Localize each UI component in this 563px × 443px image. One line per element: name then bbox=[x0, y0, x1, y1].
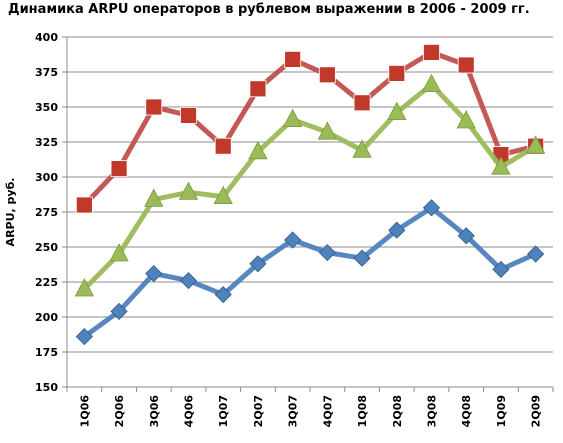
data-point-square bbox=[110, 160, 128, 178]
series-diamond bbox=[75, 199, 545, 346]
x-tick-label: 3Q06 bbox=[148, 395, 161, 428]
data-point-square bbox=[214, 137, 232, 155]
data-point-triangle bbox=[213, 185, 233, 205]
data-point-diamond bbox=[353, 249, 371, 267]
data-point-triangle bbox=[74, 278, 95, 297]
data-point-diamond bbox=[457, 227, 475, 245]
x-tick-label: 1Q06 bbox=[78, 395, 91, 428]
y-tick-label: 325 bbox=[35, 136, 58, 149]
y-tick-label: 225 bbox=[35, 276, 58, 289]
x-tick-label: 1Q07 bbox=[217, 395, 230, 427]
data-point-triangle bbox=[144, 188, 164, 207]
x-tick-label: 4Q08 bbox=[460, 395, 473, 427]
x-tick-label: 4Q07 bbox=[321, 395, 334, 427]
data-point-square bbox=[145, 98, 163, 116]
x-tick-label: 3Q07 bbox=[287, 395, 300, 427]
y-tick-label: 175 bbox=[35, 346, 58, 359]
data-point-triangle bbox=[525, 135, 546, 154]
y-tick-label: 200 bbox=[35, 311, 58, 324]
data-point-triangle bbox=[421, 73, 442, 92]
x-tick-label: 4Q06 bbox=[183, 395, 196, 428]
x-axis-ticks: 1Q06 2Q06 3Q06 4Q06 1Q07 2Q07 3Q07 4Q07 1Q08 2Q08… bbox=[78, 395, 542, 428]
x-tick-label: 2Q07 bbox=[252, 395, 265, 427]
data-point-triangle bbox=[456, 110, 476, 129]
y-tick-label: 300 bbox=[35, 171, 58, 184]
data-point-diamond bbox=[388, 221, 406, 239]
y-tick-label: 250 bbox=[35, 241, 58, 254]
x-tick-label: 3Q08 bbox=[426, 395, 439, 427]
x-tick-label: 2Q08 bbox=[391, 395, 404, 427]
y-tick-label: 150 bbox=[35, 381, 58, 394]
data-point-diamond bbox=[249, 255, 267, 273]
data-point-triangle bbox=[178, 181, 199, 200]
data-point-diamond bbox=[75, 328, 93, 346]
data-point-triangle bbox=[387, 101, 407, 120]
x-tick-label: 1Q08 bbox=[356, 395, 369, 427]
y-axis-label: ARPU, руб. bbox=[4, 178, 17, 247]
series-square bbox=[75, 44, 545, 214]
x-tick-label: 1Q09 bbox=[495, 395, 508, 427]
y-axis-ticks: 150 175 200 225 250 275 300 325 350 375 400 bbox=[35, 31, 58, 394]
y-tick-label: 375 bbox=[35, 66, 58, 79]
data-point-diamond bbox=[284, 231, 302, 249]
y-tick-label: 350 bbox=[35, 101, 58, 114]
y-tick-label: 275 bbox=[35, 206, 58, 219]
y-tick-label: 400 bbox=[35, 31, 58, 44]
data-point-square bbox=[457, 56, 475, 74]
data-point-square bbox=[353, 94, 371, 112]
series-line bbox=[82, 49, 537, 207]
x-tick-label: 2Q06 bbox=[113, 395, 126, 428]
data-point-triangle bbox=[317, 121, 338, 140]
data-point-triangle bbox=[491, 156, 511, 175]
data-point-diamond bbox=[110, 302, 128, 320]
x-tick-label: 2Q09 bbox=[530, 395, 543, 427]
series-triangle bbox=[74, 73, 546, 297]
data-point-square bbox=[318, 66, 336, 84]
series-group bbox=[74, 44, 546, 346]
data-point-square bbox=[284, 51, 302, 68]
data-point-diamond bbox=[318, 244, 336, 262]
data-point-diamond bbox=[527, 245, 545, 263]
data-point-diamond bbox=[422, 199, 441, 217]
data-point-square bbox=[75, 196, 93, 214]
series-line bbox=[82, 82, 537, 291]
data-point-triangle bbox=[248, 140, 268, 160]
data-point-triangle bbox=[109, 243, 129, 262]
chart-title: Динамика ARPU операторов в рублевом выра… bbox=[8, 2, 530, 17]
data-point-diamond bbox=[179, 272, 198, 290]
data-point-square bbox=[180, 107, 197, 124]
data-point-diamond bbox=[145, 265, 163, 283]
gridlines bbox=[67, 36, 553, 353]
axes bbox=[62, 36, 554, 392]
data-point-triangle bbox=[352, 139, 372, 158]
data-point-square bbox=[423, 44, 440, 61]
data-point-diamond bbox=[214, 286, 232, 304]
data-point-square bbox=[388, 65, 406, 82]
data-point-square bbox=[249, 80, 267, 98]
data-point-diamond bbox=[492, 260, 510, 278]
data-point-triangle bbox=[282, 108, 303, 127]
